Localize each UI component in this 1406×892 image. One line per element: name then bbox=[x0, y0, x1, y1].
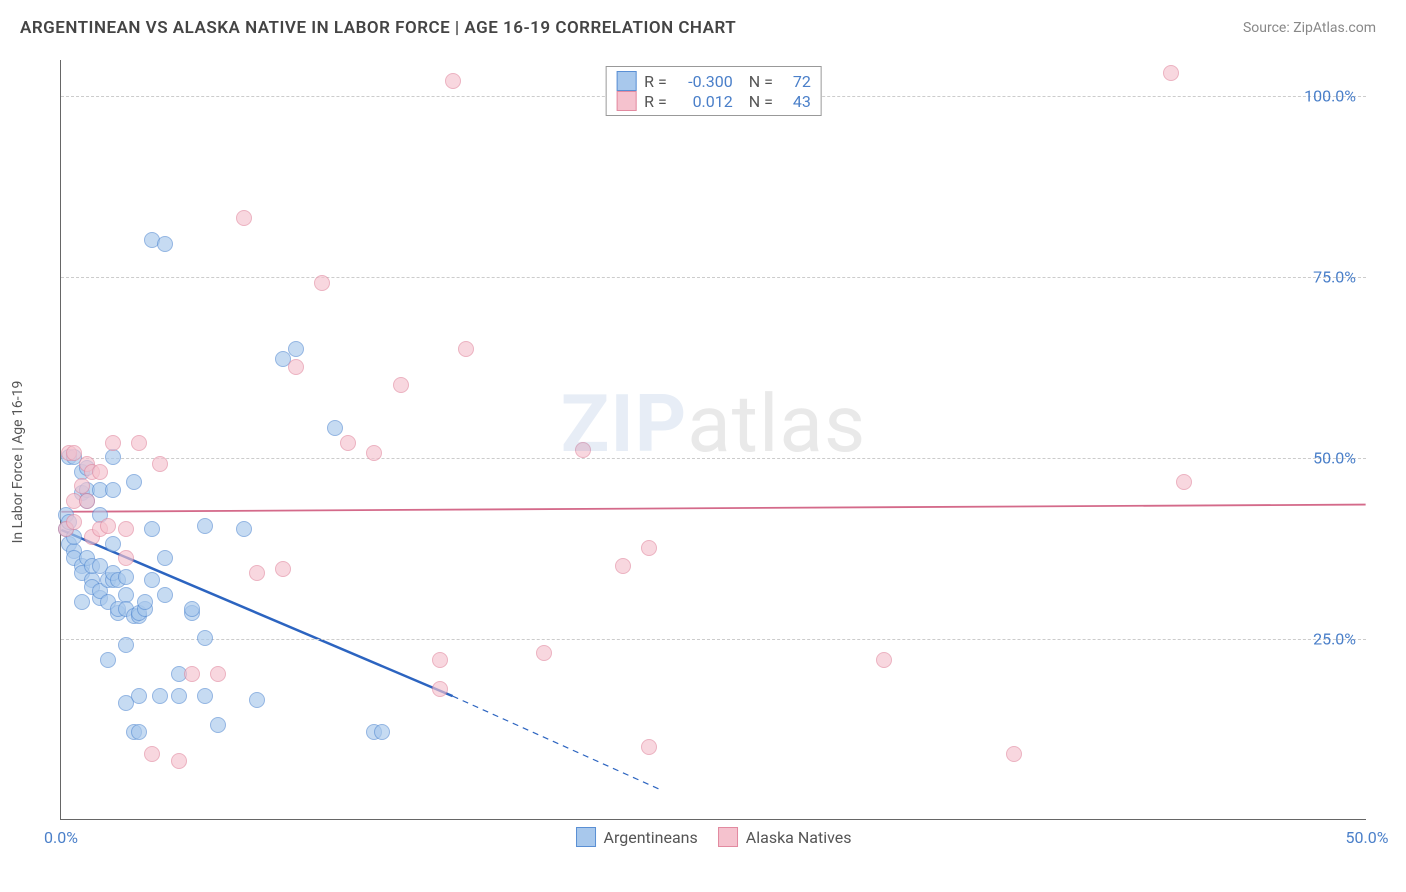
data-point bbox=[137, 594, 153, 610]
data-point bbox=[74, 594, 90, 610]
data-point bbox=[236, 210, 252, 226]
data-point bbox=[374, 724, 390, 740]
data-point bbox=[876, 652, 892, 668]
data-point bbox=[1006, 746, 1022, 762]
legend-swatch bbox=[718, 827, 738, 847]
data-point bbox=[458, 341, 474, 357]
y-tick-label: 50.0% bbox=[1313, 449, 1356, 468]
legend-n-value: 43 bbox=[781, 92, 811, 111]
data-point bbox=[118, 637, 134, 653]
data-point bbox=[641, 739, 657, 755]
data-point bbox=[1163, 65, 1179, 81]
data-point bbox=[118, 569, 134, 585]
data-point bbox=[340, 435, 356, 451]
data-point bbox=[66, 514, 82, 530]
y-tick-label: 100.0% bbox=[1304, 87, 1356, 106]
data-point bbox=[144, 572, 160, 588]
data-point bbox=[79, 493, 95, 509]
data-point bbox=[144, 521, 160, 537]
data-point bbox=[1176, 474, 1192, 490]
data-point bbox=[157, 236, 173, 252]
data-point bbox=[275, 561, 291, 577]
legend-item: Argentineans bbox=[576, 827, 698, 847]
data-point bbox=[131, 688, 147, 704]
legend-swatch bbox=[616, 91, 636, 111]
gridline bbox=[61, 277, 1366, 278]
legend-n-value: 72 bbox=[781, 72, 811, 91]
legend-n-label: N = bbox=[741, 92, 773, 111]
data-point bbox=[126, 474, 142, 490]
gridline bbox=[61, 458, 1366, 459]
data-point bbox=[432, 681, 448, 697]
gridline bbox=[61, 639, 1366, 640]
legend-swatch bbox=[576, 827, 596, 847]
y-tick-label: 75.0% bbox=[1313, 268, 1356, 287]
data-point bbox=[288, 359, 304, 375]
data-point bbox=[157, 550, 173, 566]
data-point bbox=[105, 435, 121, 451]
legend-r-value: 0.012 bbox=[675, 92, 733, 111]
data-point bbox=[171, 753, 187, 769]
legend-swatch bbox=[616, 71, 636, 91]
data-point bbox=[249, 565, 265, 581]
legend-label: Alaska Natives bbox=[746, 828, 852, 847]
data-point bbox=[100, 652, 116, 668]
x-tick-label: 50.0% bbox=[1346, 828, 1389, 847]
data-point bbox=[210, 666, 226, 682]
y-tick-label: 25.0% bbox=[1313, 630, 1356, 649]
data-point bbox=[236, 521, 252, 537]
data-point bbox=[197, 688, 213, 704]
data-point bbox=[152, 688, 168, 704]
data-point bbox=[575, 442, 591, 458]
data-point bbox=[184, 666, 200, 682]
chart-title: ARGENTINEAN VS ALASKA NATIVE IN LABOR FO… bbox=[20, 18, 736, 38]
data-point bbox=[197, 630, 213, 646]
legend-row: R = 0.012 N = 43 bbox=[616, 91, 811, 111]
legend-label: Argentineans bbox=[604, 828, 698, 847]
data-point bbox=[157, 587, 173, 603]
data-point bbox=[210, 717, 226, 733]
legend-r-label: R = bbox=[644, 72, 667, 91]
data-point bbox=[615, 558, 631, 574]
data-point bbox=[366, 445, 382, 461]
data-point bbox=[327, 420, 343, 436]
data-point bbox=[314, 275, 330, 291]
source-credit: Source: ZipAtlas.com bbox=[1243, 20, 1376, 36]
data-point bbox=[105, 482, 121, 498]
data-point bbox=[118, 550, 134, 566]
y-axis-label: In Labor Force | Age 16-19 bbox=[10, 381, 26, 544]
data-point bbox=[536, 645, 552, 661]
data-point bbox=[171, 688, 187, 704]
data-point bbox=[118, 521, 134, 537]
data-point bbox=[105, 449, 121, 465]
data-point bbox=[249, 692, 265, 708]
data-point bbox=[105, 536, 121, 552]
data-point bbox=[641, 540, 657, 556]
data-point bbox=[432, 652, 448, 668]
chart-container: In Labor Force | Age 16-19 ZIPatlas R =-… bbox=[20, 52, 1386, 872]
data-point bbox=[144, 746, 160, 762]
series-legend: Argentineans Alaska Natives bbox=[576, 827, 852, 847]
data-point bbox=[288, 341, 304, 357]
data-point bbox=[184, 601, 200, 617]
legend-r-label: R = bbox=[644, 92, 667, 111]
data-point bbox=[393, 377, 409, 393]
data-point bbox=[197, 518, 213, 534]
correlation-legend: R = -0.300 N = 72 R = 0.012 N = 43 bbox=[605, 66, 822, 116]
data-point bbox=[100, 518, 116, 534]
x-tick-label: 0.0% bbox=[44, 828, 78, 847]
plot-area: ZIPatlas R =-0.300 N =72R =0.012 N =43 A… bbox=[60, 60, 1366, 820]
legend-item: Alaska Natives bbox=[718, 827, 852, 847]
legend-n-label: N = bbox=[741, 72, 773, 91]
data-point bbox=[131, 435, 147, 451]
data-point bbox=[445, 73, 461, 89]
data-point bbox=[131, 724, 147, 740]
data-point bbox=[152, 456, 168, 472]
legend-row: R = -0.300 N = 72 bbox=[616, 71, 811, 91]
data-point bbox=[92, 464, 108, 480]
legend-r-value: -0.300 bbox=[675, 72, 733, 91]
